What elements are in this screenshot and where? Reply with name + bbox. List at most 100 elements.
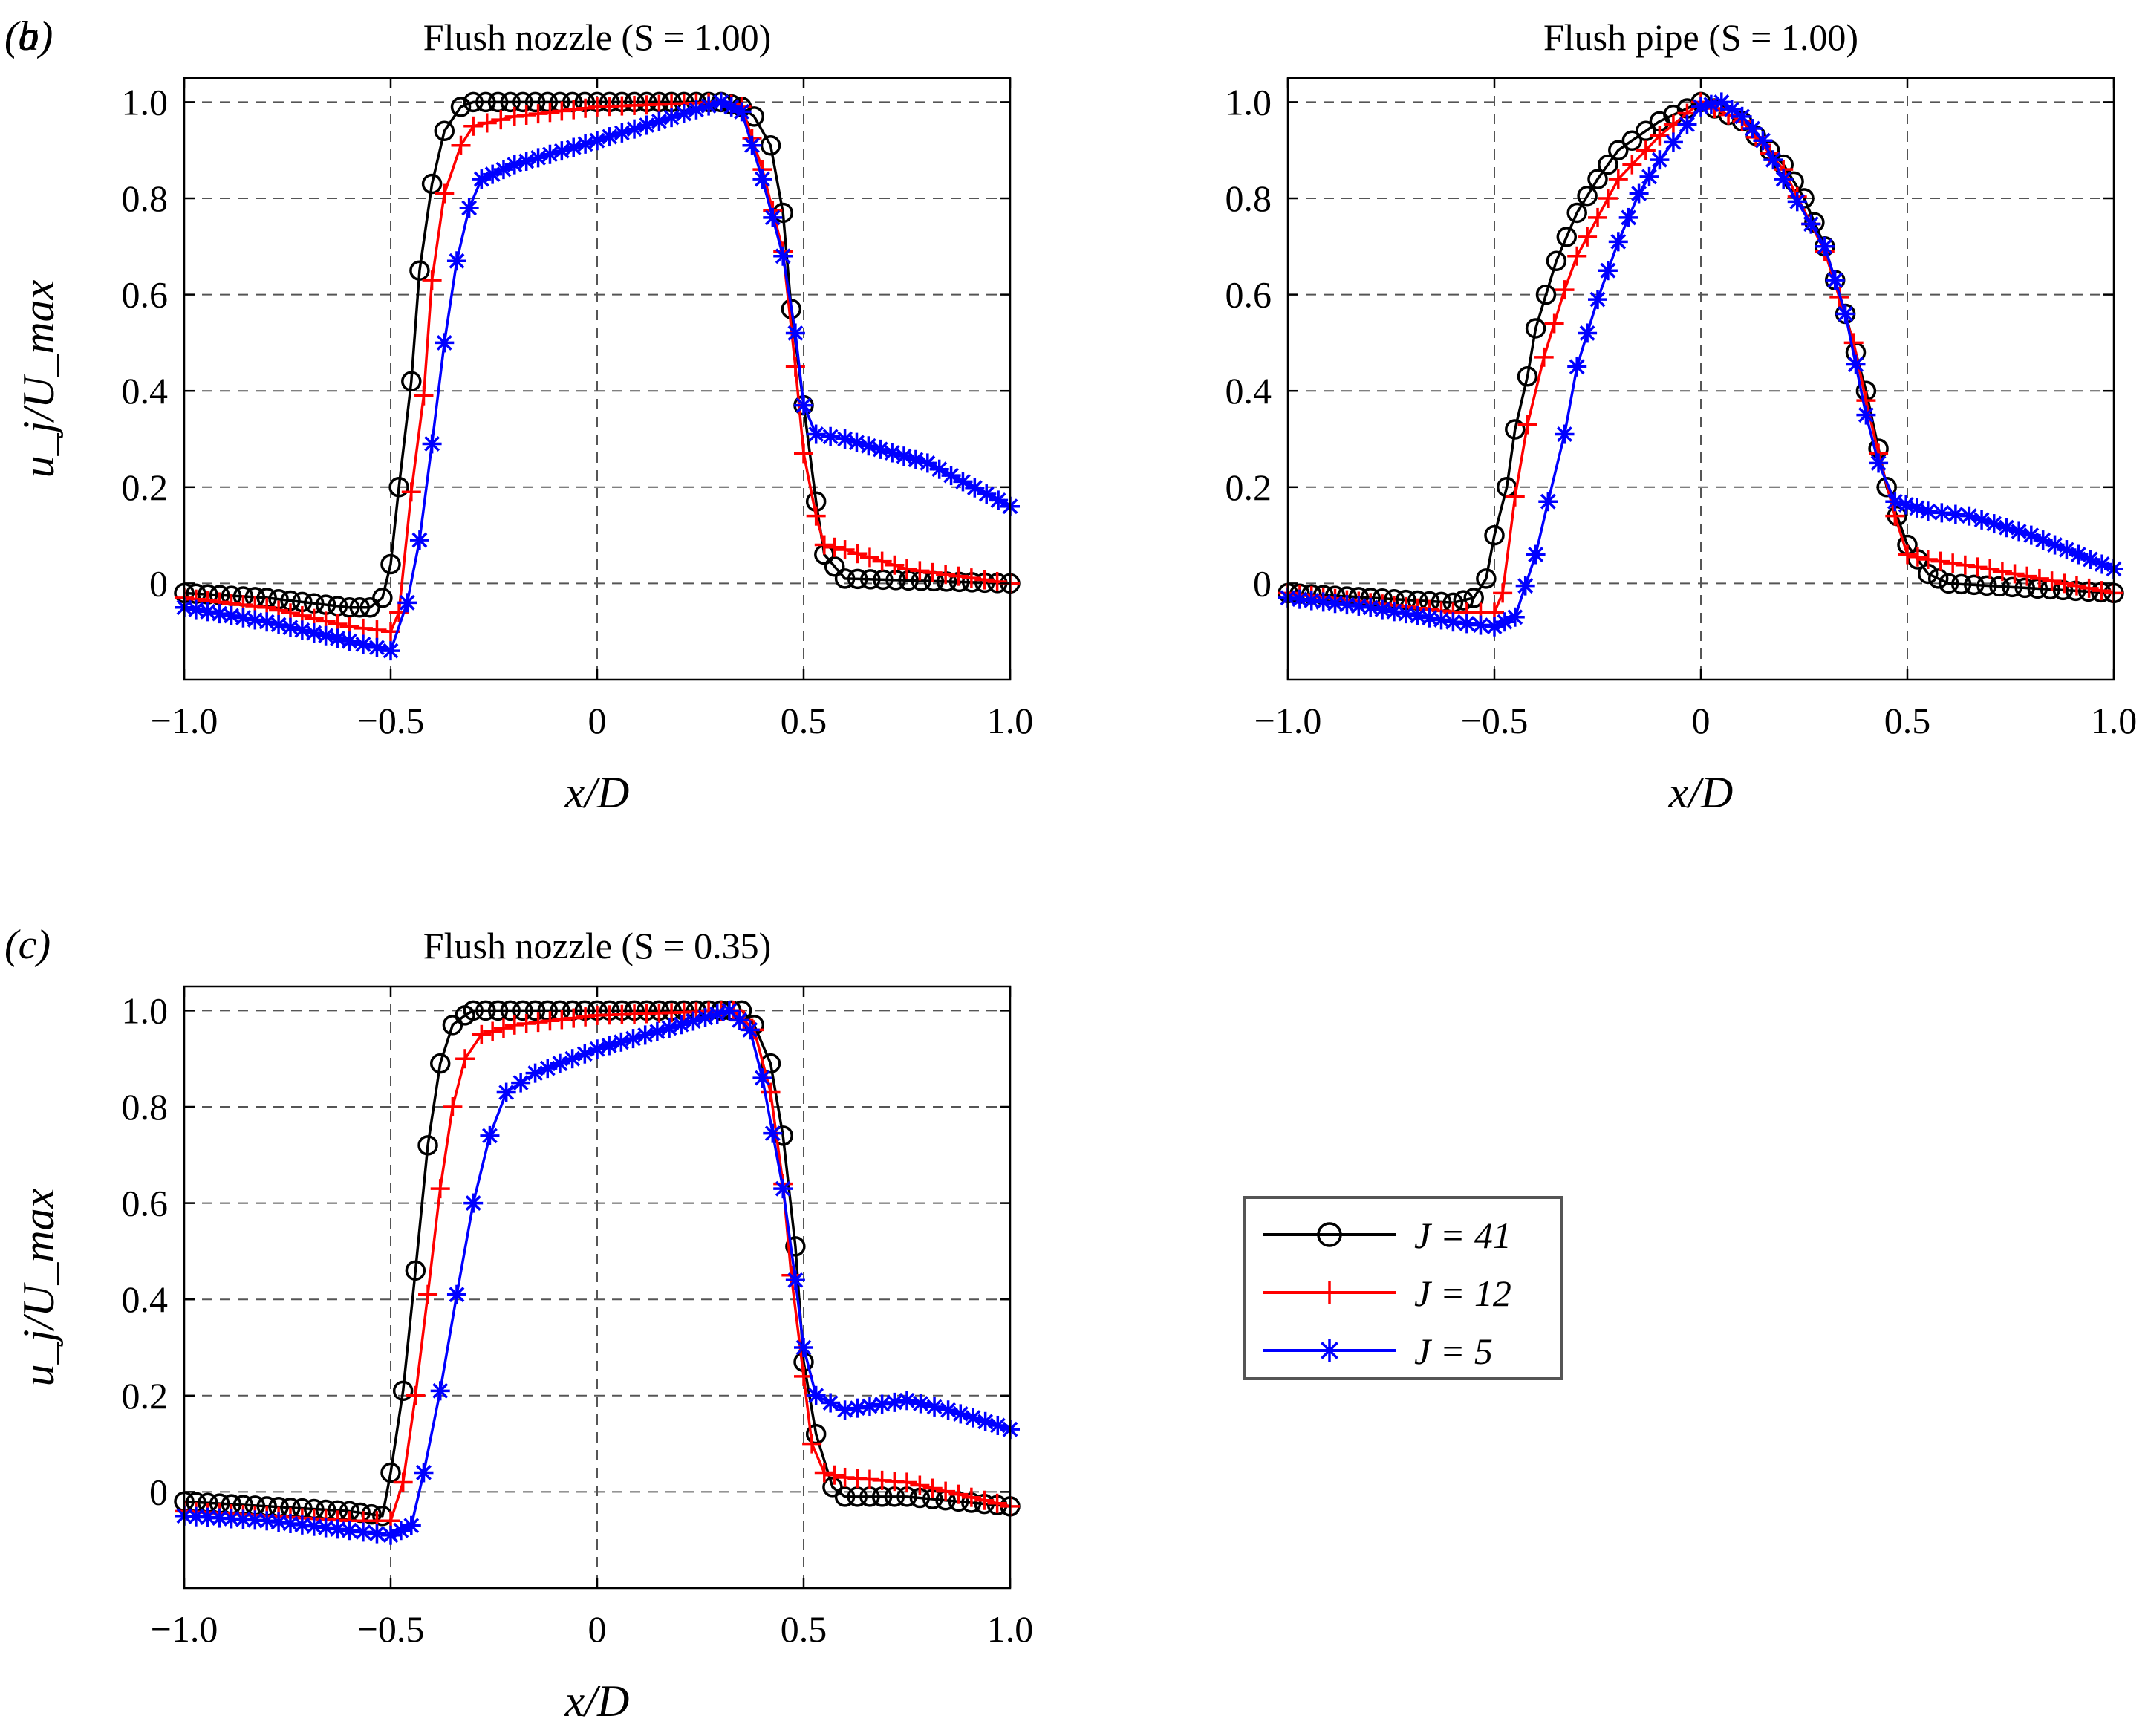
asterisk-marker: [1639, 166, 1659, 186]
asterisk-marker: [988, 1415, 1008, 1435]
asterisk-marker: [1578, 323, 1598, 343]
plus-marker: [1955, 555, 1975, 575]
plus-marker: [1588, 207, 1607, 227]
legend: J = 41 J = 12 J = 5: [1243, 1196, 1563, 1380]
asterisk-marker: [401, 1515, 421, 1535]
asterisk-marker: [1608, 232, 1628, 252]
plus-marker: [794, 443, 813, 464]
circle-marker: [380, 1462, 401, 1483]
asterisk-marker: [1869, 453, 1889, 473]
circle-marker: [824, 556, 845, 577]
asterisk-marker: [316, 625, 336, 646]
panel-title: Flush nozzle (S = 0.35): [423, 925, 771, 966]
plus-marker: [443, 1097, 463, 1116]
plus-marker: [2066, 576, 2086, 596]
plus-marker: [974, 570, 995, 590]
legend-label: J = 41: [1414, 1215, 1511, 1256]
legend-item: J = 41: [1263, 1215, 1511, 1256]
plus-marker: [504, 106, 524, 126]
circle-marker: [434, 120, 455, 142]
panel-title: Flush nozzle (S = 1.00): [423, 16, 771, 58]
asterisk-marker: [511, 1073, 531, 1093]
asterisk-marker: [763, 1123, 783, 1143]
circle-marker: [409, 260, 430, 281]
plus-marker: [974, 1490, 995, 1510]
circle-marker: [2002, 576, 2022, 598]
asterisk-marker: [953, 472, 973, 492]
asterisk-marker: [742, 135, 762, 155]
plus-marker: [418, 1284, 438, 1304]
plus-marker: [564, 100, 584, 120]
asterisk-marker: [221, 605, 241, 625]
plus-marker: [552, 1010, 572, 1030]
asterisk-marker: [1567, 357, 1587, 377]
asterisk-marker: [496, 1082, 516, 1102]
plus-marker: [824, 1465, 844, 1485]
y-tick-label: 0.2: [1226, 466, 1272, 508]
circle-marker: [475, 1000, 496, 1021]
asterisk-marker: [1856, 405, 1876, 425]
x-axis-label: x/D: [564, 768, 630, 817]
asterisk-marker: [1787, 192, 1807, 212]
circle-marker: [401, 371, 422, 391]
asterisk-marker: [1629, 183, 1649, 204]
plus-marker: [806, 506, 826, 526]
series-markers: [175, 1001, 1020, 1545]
plus-marker: [1517, 415, 1537, 435]
asterisk-marker: [430, 1381, 450, 1401]
x-tick-label: 1.0: [2091, 700, 2138, 741]
circle-marker: [500, 1000, 521, 1021]
asterisk-marker: [257, 1511, 277, 1531]
asterisk-marker: [897, 1391, 917, 1411]
y-tick-label: 0.4: [1226, 370, 1272, 412]
plus-marker: [922, 562, 943, 582]
plus-marker: [516, 1013, 536, 1033]
circle-marker: [392, 1380, 414, 1402]
plus-marker: [859, 547, 879, 568]
legend-label: J = 12: [1414, 1272, 1511, 1314]
y-tick-label: 0.4: [122, 370, 169, 412]
asterisk-marker: [588, 131, 607, 151]
plus-marker: [393, 1472, 413, 1492]
asterisk-marker: [847, 1398, 868, 1418]
plus-marker: [936, 565, 956, 585]
panel-b: −1.0 −0.5 0 0.5 1.0 0 0.2 0.4 0.6 0.8 1.0 Flush pip…: [4, 13, 2137, 817]
plus-marker: [493, 1018, 513, 1038]
circle-marker: [463, 1000, 484, 1021]
asterisk-marker: [1494, 612, 1514, 632]
y-axis-label: u_j/U_max: [14, 1188, 63, 1386]
circle-marker: [1598, 154, 1618, 175]
asterisk-marker: [740, 1020, 760, 1040]
plus-marker: [516, 105, 536, 125]
asterisk-marker: [257, 612, 277, 632]
x-tick-label: 1.0: [987, 700, 1034, 741]
circle-marker: [372, 588, 393, 608]
circle-marker: [834, 1486, 856, 1507]
plus-marker: [401, 482, 421, 502]
panel-c: −1.0 −0.5 0 0.5 1.0 0 0.2 0.4 0.6 0.8 1.0 Flush noz…: [4, 922, 1033, 1726]
plus-marker: [910, 561, 930, 581]
panel-label: (c): [4, 922, 51, 968]
asterisk-marker: [328, 1519, 348, 1539]
y-tick-label: 0: [149, 562, 168, 604]
circle-marker: [487, 91, 509, 113]
plus-marker: [1505, 487, 1525, 507]
panel-label: (b): [4, 13, 53, 59]
circle-marker: [537, 1000, 559, 1021]
plus-marker: [1534, 347, 1554, 367]
circle-marker: [380, 553, 401, 575]
plus-marker: [540, 103, 560, 123]
circle-marker: [1621, 130, 1643, 151]
circle-marker: [2014, 577, 2035, 599]
plus-marker: [2005, 564, 2025, 584]
asterisk-marker: [785, 1270, 805, 1290]
asterisk-marker: [550, 1053, 570, 1073]
asterisk-marker: [1711, 92, 1731, 112]
plus-marker: [910, 1475, 930, 1495]
circle-marker: [1587, 169, 1608, 189]
circle-marker: [429, 1053, 451, 1074]
asterisk-marker: [1318, 1339, 1341, 1362]
asterisk-marker: [1846, 354, 1866, 374]
plus-marker: [540, 1011, 560, 1031]
plus-marker: [785, 357, 805, 377]
